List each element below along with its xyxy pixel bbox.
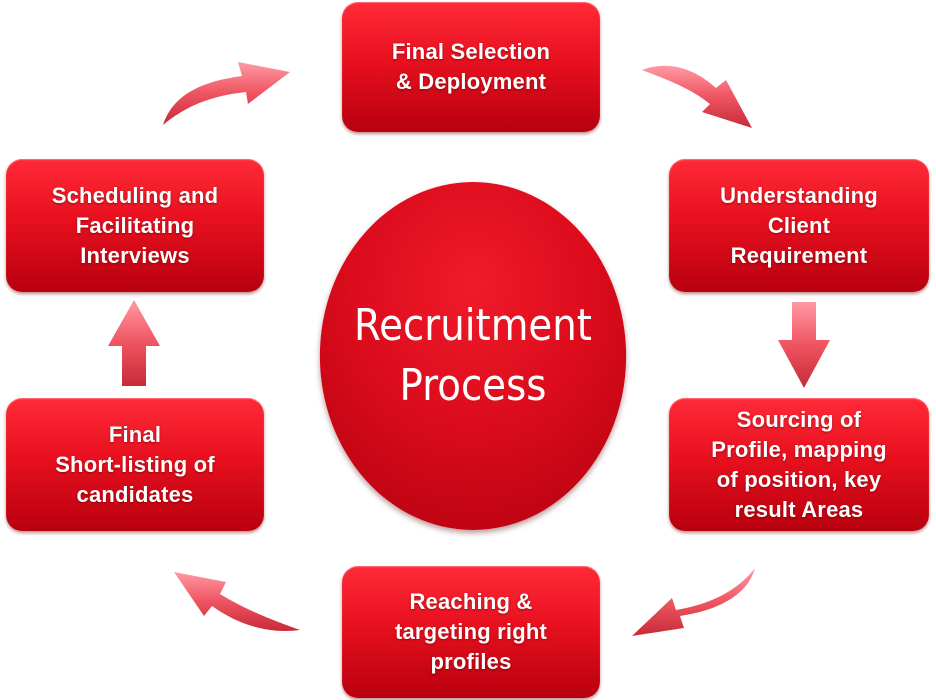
step-understanding-client: Understanding Client Requirement bbox=[669, 159, 929, 292]
curved-arrow-icon bbox=[174, 572, 300, 631]
down-arrow-icon bbox=[778, 302, 830, 388]
step-scheduling-interviews: Scheduling and Facilitating Interviews bbox=[6, 159, 264, 292]
up-arrow-icon bbox=[108, 300, 160, 386]
center-title: Recruitment Process bbox=[319, 182, 627, 530]
curved-arrow-icon bbox=[163, 62, 290, 125]
step-reaching-targeting: Reaching & targeting right profiles bbox=[342, 566, 600, 698]
step-short-listing: Final Short-listing of candidates bbox=[6, 398, 264, 531]
curved-arrow-icon bbox=[632, 568, 755, 636]
step-sourcing-profile: Sourcing of Profile, mapping of position… bbox=[669, 398, 929, 531]
curved-arrow-icon bbox=[642, 65, 752, 128]
step-final-selection: Final Selection & Deployment bbox=[342, 2, 600, 132]
